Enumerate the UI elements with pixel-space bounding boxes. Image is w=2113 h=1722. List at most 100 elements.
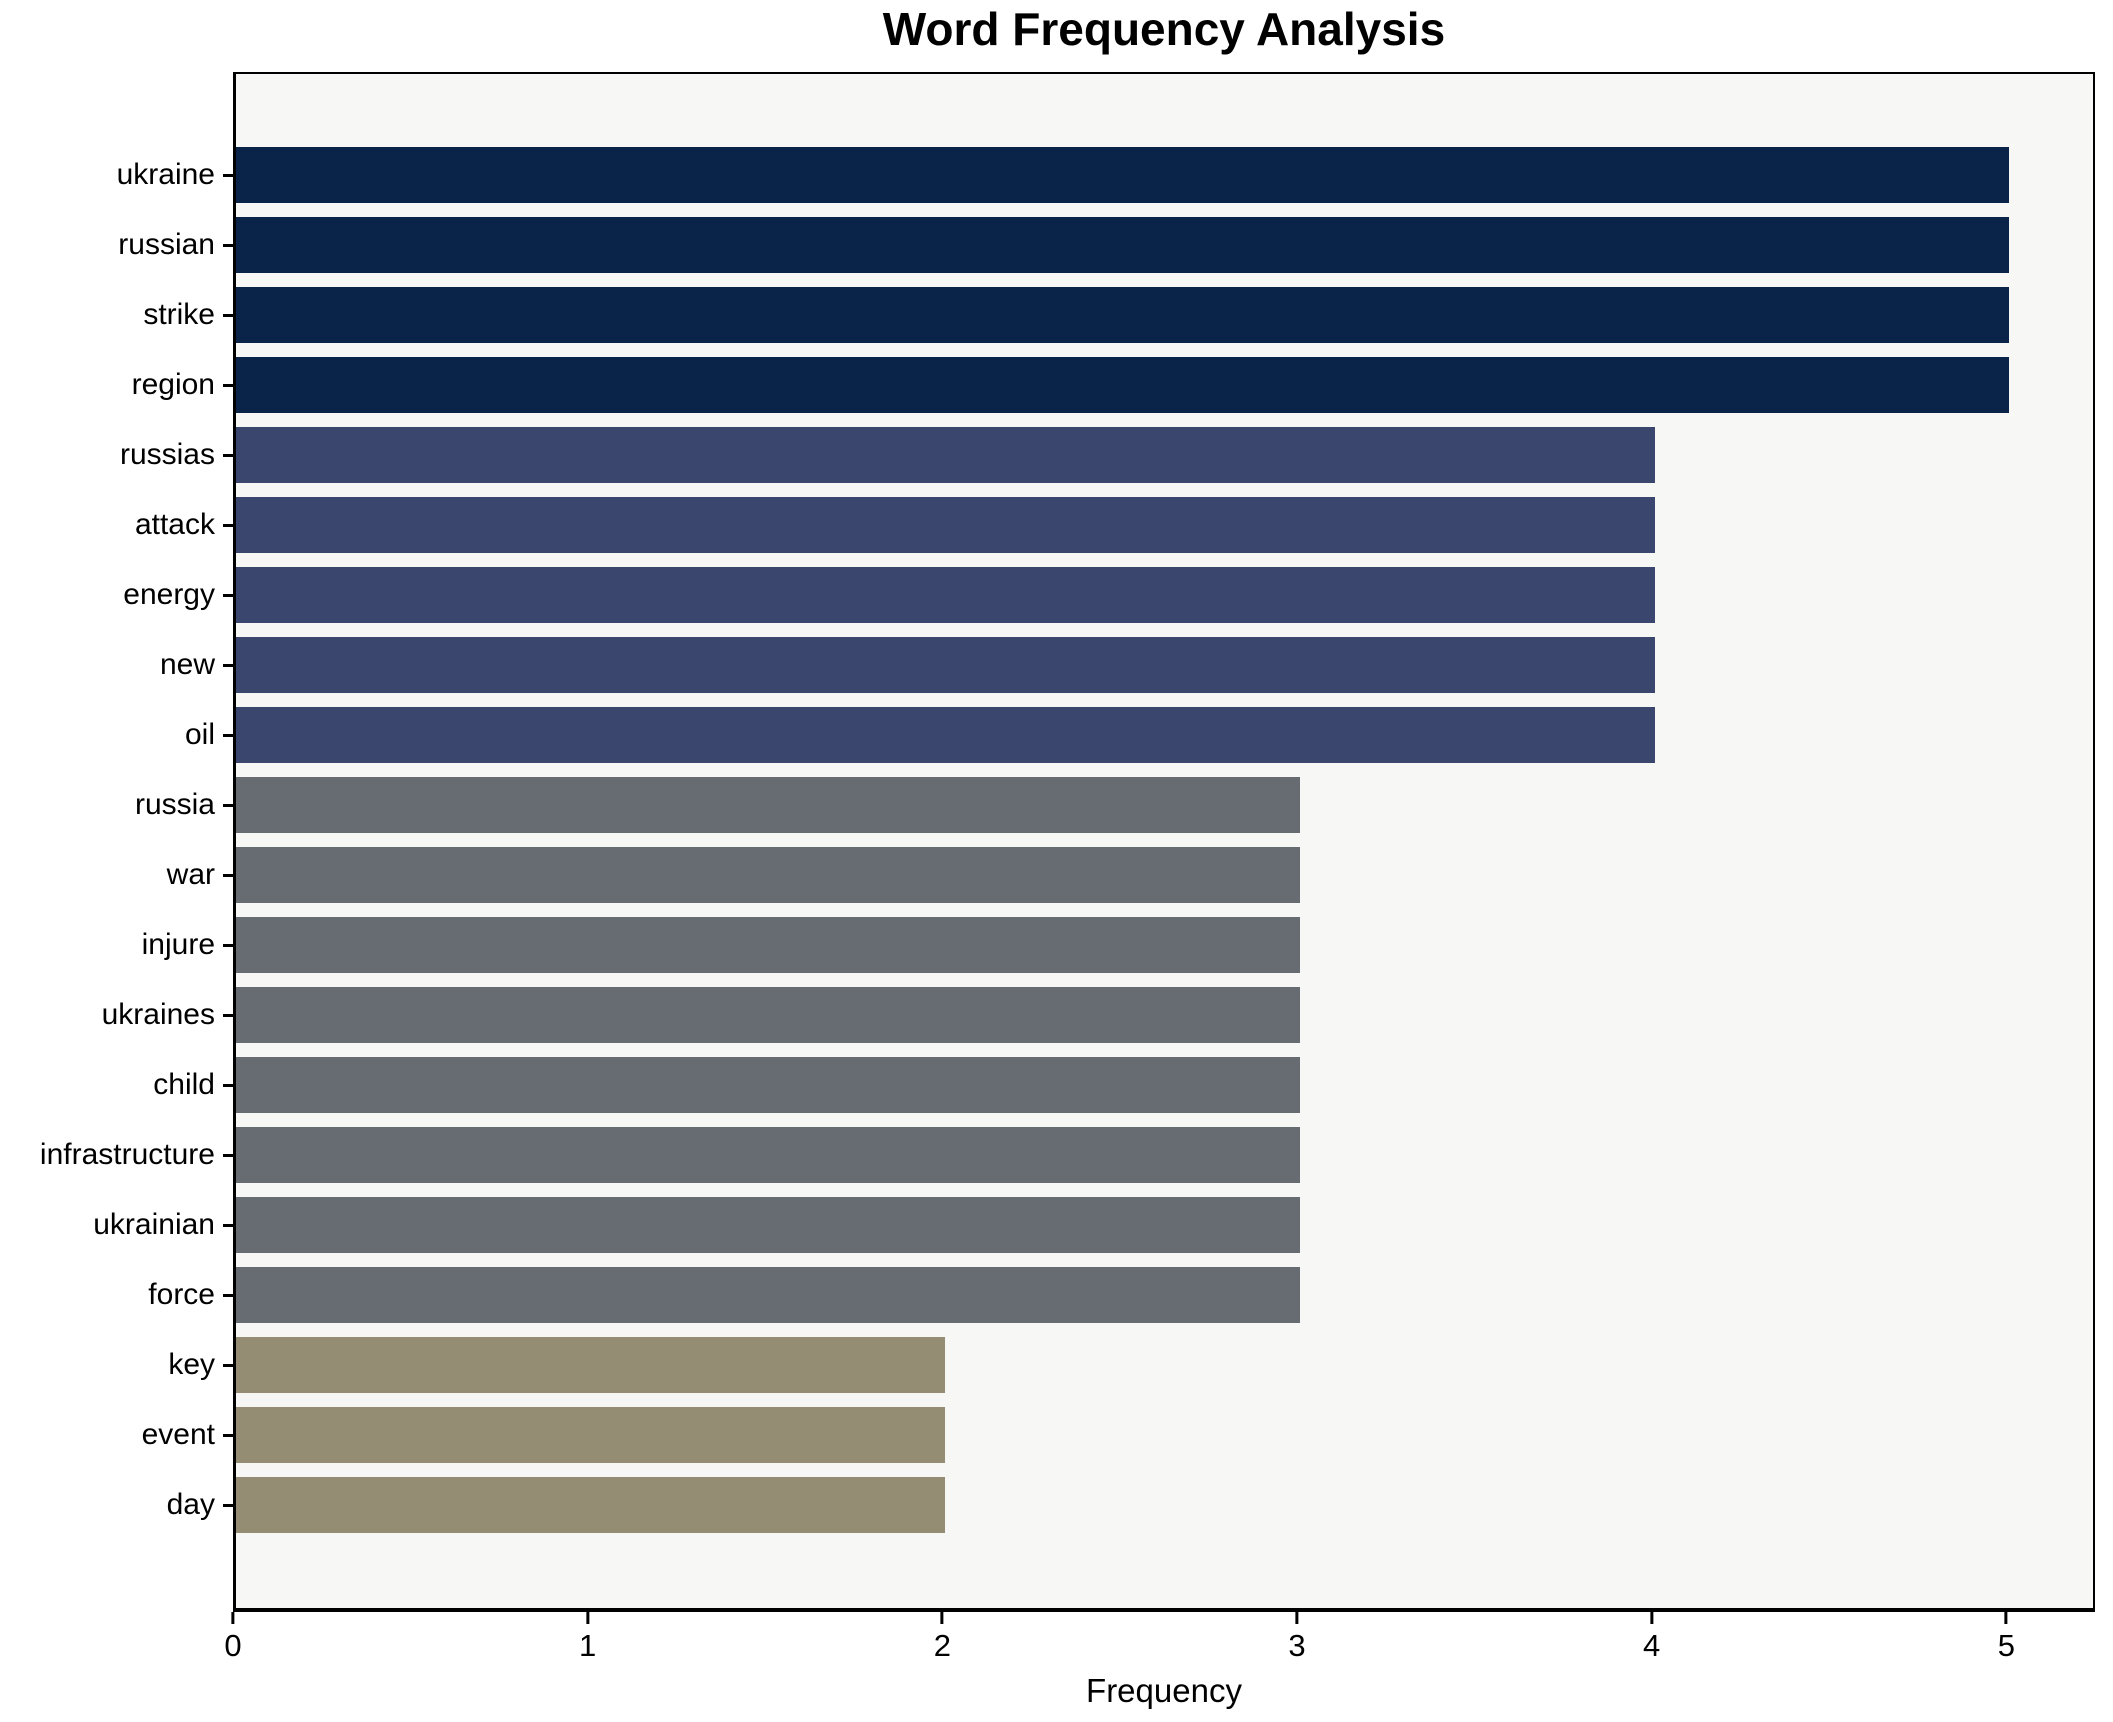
bar-track (233, 357, 2095, 413)
bar-row: war (0, 840, 2095, 910)
y-label-cell: war (0, 860, 233, 890)
x-tick: 3 (1288, 1612, 1306, 1663)
bar-track (233, 1197, 2095, 1253)
y-label-cell: injure (0, 930, 233, 960)
bar-row: day (0, 1470, 2095, 1540)
bar-track (233, 777, 2095, 833)
bar-region (236, 357, 2010, 413)
x-axis-label: Frequency (1086, 1672, 1242, 1709)
bar-infrastructure (236, 1127, 1300, 1183)
y-tick-mark (223, 1503, 233, 1507)
bar-war (236, 847, 1300, 903)
y-tick-label: ukrainian (93, 1208, 215, 1241)
y-tick-mark (223, 383, 233, 387)
y-label-cell: russian (0, 230, 233, 260)
y-tick-mark (223, 1293, 233, 1297)
bar-track (233, 427, 2095, 483)
bar-track (233, 847, 2095, 903)
y-tick-mark (223, 803, 233, 807)
y-tick-label: russia (134, 788, 215, 821)
y-tick-label: injure (141, 928, 215, 961)
y-tick-label: event (141, 1418, 215, 1451)
y-label-cell: force (0, 1280, 233, 1310)
x-tick-label: 3 (1288, 1628, 1306, 1663)
bar-ukrainian (236, 1197, 1300, 1253)
bar-rows: ukraine russian strike region russias attack e… (0, 72, 2095, 1612)
bar-russia (236, 777, 1300, 833)
y-tick-mark (223, 663, 233, 667)
bar-row: russias (0, 420, 2095, 490)
bar-row: key (0, 1330, 2095, 1400)
x-tick: 1 (579, 1612, 596, 1661)
bar-new (236, 637, 1655, 693)
bar-track (233, 567, 2095, 623)
bar-track (233, 1057, 2095, 1113)
bar-track (233, 1267, 2095, 1323)
y-label-cell: ukrainian (0, 1210, 233, 1240)
bar-row: event (0, 1400, 2095, 1470)
y-label-cell: key (0, 1350, 233, 1380)
x-tick: 4 (1643, 1612, 1660, 1661)
bar-row: ukraine (0, 140, 2095, 210)
x-tick: 0 (224, 1612, 242, 1661)
bar-row: russian (0, 210, 2095, 280)
y-tick-label: oil (184, 718, 215, 751)
y-tick-label: infrastructure (39, 1138, 215, 1171)
bar-track (233, 917, 2095, 973)
y-tick-mark (223, 1433, 233, 1437)
y-label-cell: ukraines (0, 1000, 233, 1030)
y-tick-mark (223, 1153, 233, 1157)
y-tick-mark (223, 593, 233, 597)
bar-track (233, 1337, 2095, 1393)
y-tick-label: new (159, 648, 215, 681)
bar-injure (236, 917, 1300, 973)
y-label-cell: russia (0, 790, 233, 820)
y-tick-label: child (153, 1068, 215, 1101)
y-tick-mark (223, 733, 233, 737)
x-tick-mark (940, 1612, 944, 1624)
bar-child (236, 1057, 1300, 1113)
y-label-cell: child (0, 1070, 233, 1100)
bar-attack (236, 497, 1655, 553)
bar-track (233, 217, 2095, 273)
bar-row: russia (0, 770, 2095, 840)
x-tick-mark (1650, 1612, 1654, 1624)
bar-row: infrastructure (0, 1120, 2095, 1190)
x-tick: 5 (1998, 1612, 2015, 1661)
bar-russias (236, 427, 1655, 483)
y-tick-label: energy (123, 578, 215, 611)
y-label-cell: attack (0, 510, 233, 540)
x-tick-label: 2 (933, 1628, 951, 1663)
bar-row: ukraines (0, 980, 2095, 1050)
y-label-cell: infrastructure (0, 1140, 233, 1170)
bar-row: region (0, 350, 2095, 420)
y-tick-label: region (131, 368, 215, 401)
y-label-cell: oil (0, 720, 233, 750)
x-tick-mark (2004, 1612, 2008, 1624)
chart-title: Word Frequency Analysis (882, 3, 1446, 55)
bar-ukraines (236, 987, 1300, 1043)
y-tick-mark (223, 1223, 233, 1227)
bar-event (236, 1407, 946, 1463)
bar-row: strike (0, 280, 2095, 350)
bar-energy (236, 567, 1655, 623)
y-tick-label: strike (143, 298, 215, 331)
y-tick-mark (223, 943, 233, 947)
bar-row: ukrainian (0, 1190, 2095, 1260)
y-label-cell: region (0, 370, 233, 400)
bar-track (233, 1407, 2095, 1463)
x-tick-label: 1 (579, 1628, 597, 1663)
y-tick-mark (223, 1363, 233, 1367)
bar-day (236, 1477, 946, 1533)
y-tick-label: day (166, 1488, 215, 1521)
bar-ukraine (236, 147, 2010, 203)
bar-russian (236, 217, 2010, 273)
x-tick-label: 4 (1643, 1628, 1661, 1663)
y-tick-label: attack (134, 508, 215, 541)
bar-force (236, 1267, 1300, 1323)
bar-row: energy (0, 560, 2095, 630)
y-tick-label: force (148, 1278, 215, 1311)
bar-track (233, 497, 2095, 553)
x-tick-label: 5 (1997, 1628, 2015, 1663)
